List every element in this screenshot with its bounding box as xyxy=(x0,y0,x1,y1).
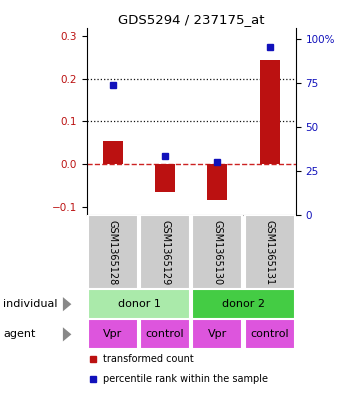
Text: control: control xyxy=(250,329,289,340)
Text: donor 2: donor 2 xyxy=(222,299,265,309)
Title: GDS5294 / 237175_at: GDS5294 / 237175_at xyxy=(118,13,265,26)
Bar xyxy=(155,164,175,192)
Text: GSM1365130: GSM1365130 xyxy=(212,220,222,285)
Text: GSM1365128: GSM1365128 xyxy=(108,220,118,285)
Text: Vpr: Vpr xyxy=(208,329,227,340)
Bar xyxy=(140,319,190,349)
Bar xyxy=(88,289,190,319)
Text: control: control xyxy=(146,329,184,340)
Bar xyxy=(207,164,227,200)
Text: percentile rank within the sample: percentile rank within the sample xyxy=(103,375,268,384)
Bar xyxy=(192,319,242,349)
Bar xyxy=(244,215,295,289)
Text: donor 1: donor 1 xyxy=(118,299,160,309)
Text: individual: individual xyxy=(3,299,58,309)
Bar xyxy=(244,319,295,349)
Bar xyxy=(103,141,123,164)
Bar xyxy=(140,215,190,289)
Bar xyxy=(192,215,242,289)
Bar xyxy=(88,215,138,289)
Bar xyxy=(192,289,295,319)
Bar xyxy=(88,319,138,349)
Text: transformed count: transformed count xyxy=(103,354,194,364)
Bar xyxy=(260,59,279,164)
Text: Vpr: Vpr xyxy=(103,329,122,340)
Text: agent: agent xyxy=(3,329,36,340)
Text: GSM1365131: GSM1365131 xyxy=(265,220,275,285)
Text: GSM1365129: GSM1365129 xyxy=(160,220,170,285)
